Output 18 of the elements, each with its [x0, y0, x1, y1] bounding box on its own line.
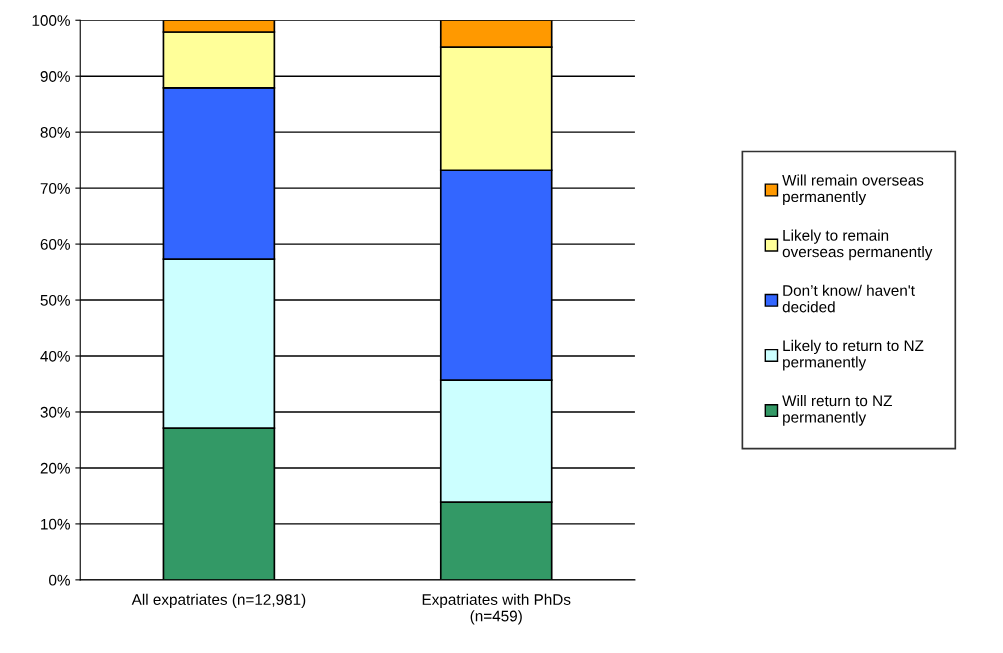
x-tick-label: Expatriates with PhDs (n=459) — [422, 593, 571, 625]
y-tick-label: 80% — [40, 127, 70, 138]
legend-label: Will remain overseas permanently — [782, 174, 924, 206]
y-tick-label: 100% — [32, 15, 70, 26]
legend-label: Don’t know/ haven't decided — [782, 284, 915, 313]
legend-label: Will return to NZ permanently — [782, 394, 892, 426]
y-tick-label: 30% — [40, 406, 70, 418]
y-tick-label: 90% — [40, 71, 70, 82]
y-tick-label: 20% — [40, 462, 70, 474]
y-tick-label: 0% — [49, 574, 70, 586]
y-tick-label: 40% — [40, 350, 70, 362]
y-tick-label: 10% — [41, 518, 70, 530]
x-tick-label: All expatriates (n=12,981) — [131, 593, 306, 608]
y-tick-label: 70% — [40, 183, 70, 194]
y-tick-label: 50% — [40, 294, 70, 306]
legend-label: Likely to remain overseas permanently — [782, 229, 933, 261]
y-tick-label: 60% — [40, 238, 70, 250]
legend-label: Likely to return to NZ permanently — [783, 339, 924, 371]
